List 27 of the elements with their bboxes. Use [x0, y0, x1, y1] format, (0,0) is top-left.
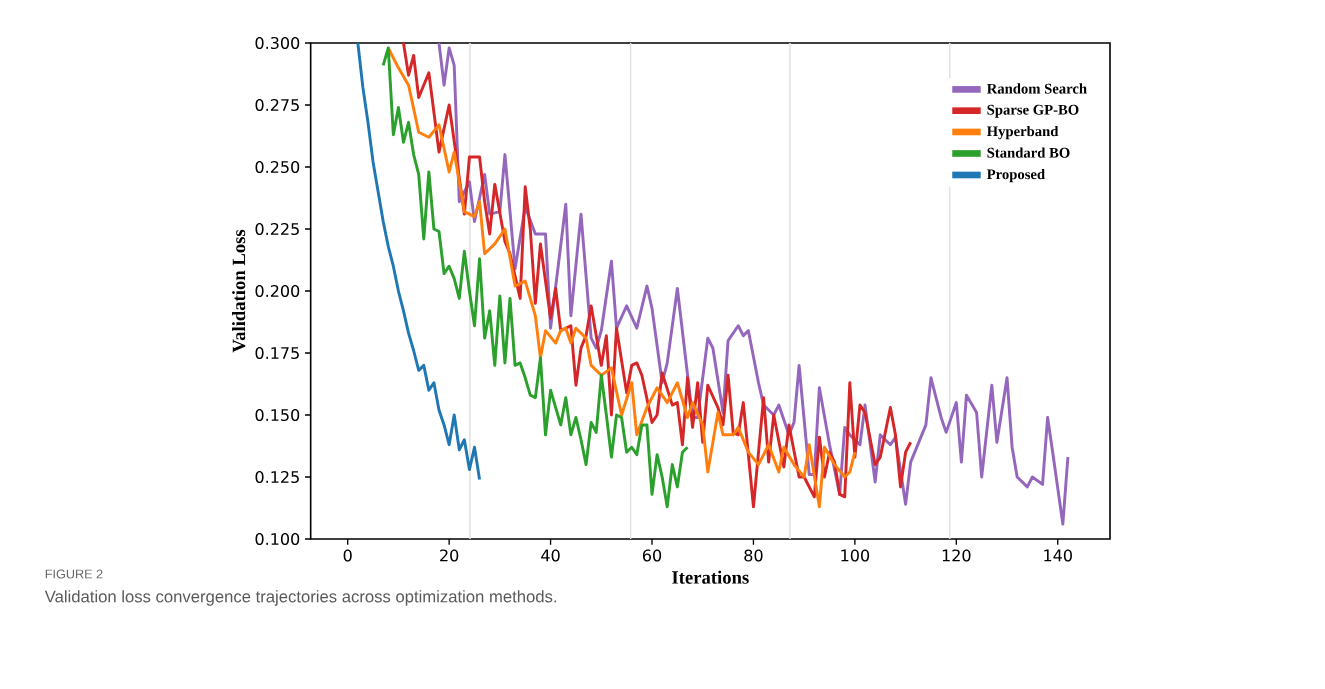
- y-tick-label: 0.225: [255, 222, 299, 236]
- legend-label: Proposed: [986, 168, 1045, 183]
- x-tick-label: 80: [744, 549, 763, 562]
- x-tick-label: 120: [942, 549, 971, 562]
- y-tick-label: 0.200: [255, 284, 300, 298]
- x-tick-label: 40: [541, 549, 560, 562]
- x-axis-title: Iterations: [672, 570, 749, 584]
- x-tick-label: 60: [642, 549, 662, 562]
- legend-label: Sparse GP-BO: [987, 104, 1079, 118]
- y-tick-label: 0.175: [255, 346, 299, 360]
- text: Validation loss convergence trajectories across optimization methods.: [44, 590, 557, 606]
- caption: FIGURE 2: [45, 569, 103, 579]
- y-axis-title: Validation Loss: [232, 229, 246, 353]
- x-tick-label: 100: [841, 549, 870, 562]
- legend-label: Random Search: [986, 83, 1087, 94]
- y-tick-label: 0.300: [255, 36, 300, 50]
- y-tick-label: 0.275: [255, 98, 299, 112]
- y-tick-label: 0.125: [255, 470, 299, 484]
- legend-label: Hyperband: [986, 125, 1059, 140]
- x-tick-label: 20: [440, 549, 459, 562]
- legend-label: Standard BO: [987, 147, 1070, 158]
- x-tick-label: 140: [1044, 549, 1072, 562]
- y-tick-label: 0.250: [255, 160, 300, 174]
- y-tick-label: 0.150: [255, 408, 300, 422]
- line-series: [356, 43, 482, 481]
- y-tick-label: 0.100: [255, 532, 300, 546]
- x-tick-label: 0: [343, 549, 352, 562]
